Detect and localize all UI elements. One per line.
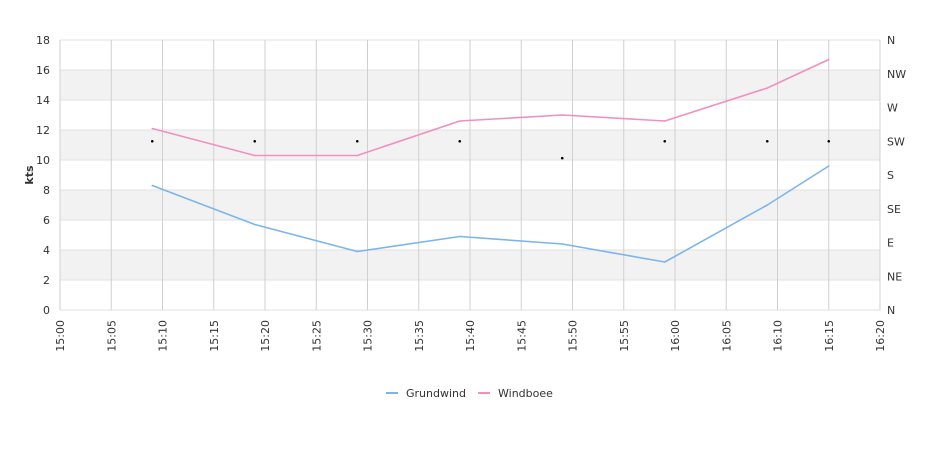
direction-tick-label: N <box>887 304 895 317</box>
series-point-0 <box>151 184 154 187</box>
y-tick-label: 14 <box>36 94 50 107</box>
x-tick-label: 15:10 <box>157 320 170 352</box>
y-tick-label: 18 <box>36 34 50 47</box>
x-tick-label: 15:25 <box>310 320 323 352</box>
direction-tick-label: NW <box>887 68 906 81</box>
x-tick-label: 15:40 <box>464 320 477 352</box>
x-tick-label: 16:00 <box>669 320 682 352</box>
series-point-0 <box>766 204 769 206</box>
direction-marker <box>458 139 462 143</box>
series-point-1 <box>356 154 359 157</box>
legend-label-1[interactable]: Windboee <box>498 387 553 400</box>
y-tick-label: 10 <box>36 154 50 167</box>
direction-tick-label: W <box>887 102 898 115</box>
x-tick-label: 15:45 <box>515 320 528 352</box>
y-tick-label: 8 <box>43 184 50 197</box>
y-tick-label: 6 <box>43 214 50 227</box>
series-point-0 <box>356 250 359 253</box>
series-point-1 <box>151 127 154 130</box>
direction-marker <box>827 139 831 143</box>
direction-tick-label: E <box>887 237 894 250</box>
x-tick-label: 15:50 <box>567 320 580 352</box>
y-tick-label: 16 <box>36 64 50 77</box>
direction-marker <box>765 139 769 143</box>
direction-marker <box>355 139 359 143</box>
direction-marker <box>663 139 667 143</box>
series-line-0 <box>152 165 830 263</box>
y-tick-label: 12 <box>36 124 50 137</box>
series-point-1 <box>766 87 769 89</box>
series-point-0 <box>253 223 256 226</box>
series-line-1 <box>152 58 830 157</box>
series-point-0 <box>561 243 564 245</box>
series-point-0 <box>458 235 461 238</box>
x-tick-label: 15:20 <box>259 320 272 352</box>
series-point-1 <box>253 154 256 157</box>
direction-marker <box>150 139 154 143</box>
y-axis-title: kts <box>23 165 36 185</box>
y-tick-label: 4 <box>43 244 50 257</box>
series-point-0 <box>663 261 666 263</box>
x-tick-label: 15:35 <box>413 320 426 352</box>
direction-marker <box>253 139 257 143</box>
series-point-0 <box>827 165 830 167</box>
direction-tick-label: N <box>887 34 895 47</box>
x-tick-label: 16:15 <box>823 320 836 352</box>
y-tick-label: 0 <box>43 304 50 317</box>
y-tick-label: 2 <box>43 274 50 287</box>
series-point-1 <box>827 58 830 61</box>
series-point-1 <box>663 120 666 122</box>
direction-tick-label: SW <box>887 135 905 148</box>
series-point-1 <box>458 120 461 122</box>
direction-tick-label: S <box>887 169 894 182</box>
x-tick-label: 15:05 <box>105 320 118 352</box>
direction-tick-label: NE <box>887 270 902 283</box>
x-tick-label: 15:55 <box>618 320 631 352</box>
x-tick-label: 15:00 <box>54 320 67 352</box>
x-tick-label: 16:05 <box>720 320 733 352</box>
x-tick-label: 16:10 <box>772 320 785 352</box>
series-point-1 <box>561 114 564 116</box>
x-tick-label: 16:20 <box>874 320 887 352</box>
direction-marker <box>560 156 564 160</box>
x-tick-label: 15:30 <box>362 320 375 352</box>
x-tick-label: 15:15 <box>208 320 221 352</box>
legend-label-0[interactable]: Grundwind <box>406 387 466 400</box>
direction-tick-label: SE <box>887 203 901 216</box>
